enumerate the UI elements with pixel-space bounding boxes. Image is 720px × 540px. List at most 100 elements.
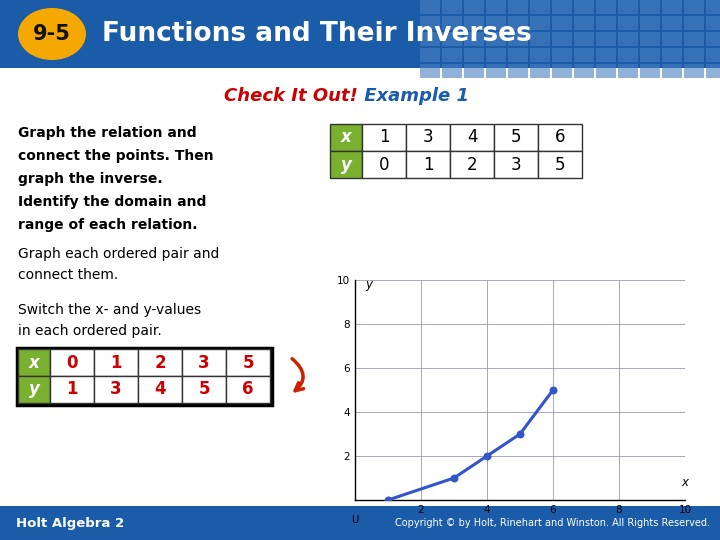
Bar <box>50 349 94 376</box>
Bar <box>640 32 660 46</box>
Text: 3: 3 <box>423 129 433 146</box>
Text: Copyright © by Holt, Rinehart and Winston. All Rights Reserved.: Copyright © by Holt, Rinehart and Winsto… <box>395 518 710 528</box>
Bar <box>684 48 704 62</box>
Bar <box>618 32 638 46</box>
Bar <box>574 32 594 46</box>
Point <box>449 474 460 482</box>
Bar <box>464 48 484 62</box>
Bar <box>464 32 484 46</box>
Text: range of each relation.: range of each relation. <box>18 218 197 232</box>
Bar <box>662 64 682 78</box>
Bar <box>442 32 462 46</box>
Bar <box>450 124 494 151</box>
Bar <box>662 32 682 46</box>
Bar <box>508 32 528 46</box>
Bar <box>530 64 550 78</box>
Bar <box>530 32 550 46</box>
Bar <box>596 64 616 78</box>
Bar <box>420 0 440 14</box>
Bar <box>618 0 638 14</box>
Text: Identify the domain and: Identify the domain and <box>18 195 207 209</box>
Bar <box>420 64 440 78</box>
Bar <box>406 124 450 151</box>
Text: Holt Algebra 2: Holt Algebra 2 <box>16 516 124 530</box>
Bar <box>0 0 720 68</box>
Bar <box>50 376 94 403</box>
Bar <box>420 16 440 30</box>
Bar <box>640 16 660 30</box>
Bar <box>450 151 494 178</box>
FancyArrowPatch shape <box>292 359 304 391</box>
Bar <box>138 376 182 403</box>
Text: Functions and Their Inverses: Functions and Their Inverses <box>102 21 532 47</box>
Text: Graph each ordered pair and: Graph each ordered pair and <box>18 247 220 261</box>
Text: 4: 4 <box>154 381 166 399</box>
Bar <box>508 48 528 62</box>
Bar <box>530 16 550 30</box>
Bar <box>574 48 594 62</box>
Bar <box>574 64 594 78</box>
Bar <box>508 64 528 78</box>
Bar <box>596 32 616 46</box>
Bar <box>464 16 484 30</box>
Bar <box>442 0 462 14</box>
Text: Graph the relation and: Graph the relation and <box>18 126 197 140</box>
Bar <box>464 64 484 78</box>
Bar <box>662 0 682 14</box>
Bar <box>706 16 720 30</box>
Text: 6: 6 <box>554 129 565 146</box>
Text: 2: 2 <box>154 354 166 372</box>
Text: 9-5: 9-5 <box>33 24 71 44</box>
Bar <box>662 16 682 30</box>
Text: 6: 6 <box>242 381 253 399</box>
Bar <box>640 48 660 62</box>
Text: 5: 5 <box>554 156 565 173</box>
Bar <box>486 32 506 46</box>
Bar <box>538 151 582 178</box>
Text: Switch the x- and y-values: Switch the x- and y-values <box>18 303 201 317</box>
Bar <box>486 48 506 62</box>
Text: Check It Out!: Check It Out! <box>224 87 358 105</box>
Bar <box>640 64 660 78</box>
Text: graph the inverse.: graph the inverse. <box>18 172 163 186</box>
Bar <box>662 48 682 62</box>
Bar <box>442 48 462 62</box>
Bar <box>406 151 450 178</box>
Point <box>382 496 394 504</box>
Text: 1: 1 <box>110 354 122 372</box>
Text: 1: 1 <box>66 381 78 399</box>
Bar <box>182 376 226 403</box>
Bar <box>618 16 638 30</box>
Text: 3: 3 <box>198 354 210 372</box>
Bar <box>684 32 704 46</box>
Bar <box>552 0 572 14</box>
Bar <box>552 48 572 62</box>
Bar <box>18 376 50 403</box>
Bar <box>486 64 506 78</box>
Bar <box>226 376 270 403</box>
Text: in each ordered pair.: in each ordered pair. <box>18 324 162 338</box>
Bar <box>596 48 616 62</box>
Bar <box>330 151 362 178</box>
Bar <box>508 0 528 14</box>
Bar <box>552 16 572 30</box>
Text: 4: 4 <box>467 129 477 146</box>
Bar <box>464 0 484 14</box>
Bar <box>494 124 538 151</box>
Bar <box>330 124 362 151</box>
Bar <box>706 32 720 46</box>
Text: y: y <box>365 278 372 291</box>
Bar <box>684 64 704 78</box>
Bar <box>706 48 720 62</box>
Bar <box>706 0 720 14</box>
Text: 1: 1 <box>379 129 390 146</box>
Text: 5: 5 <box>198 381 210 399</box>
Text: 2: 2 <box>467 156 477 173</box>
Bar <box>538 124 582 151</box>
Bar <box>684 0 704 14</box>
Bar <box>362 124 406 151</box>
Ellipse shape <box>18 8 86 60</box>
Bar <box>706 64 720 78</box>
Bar <box>552 32 572 46</box>
Bar <box>420 48 440 62</box>
